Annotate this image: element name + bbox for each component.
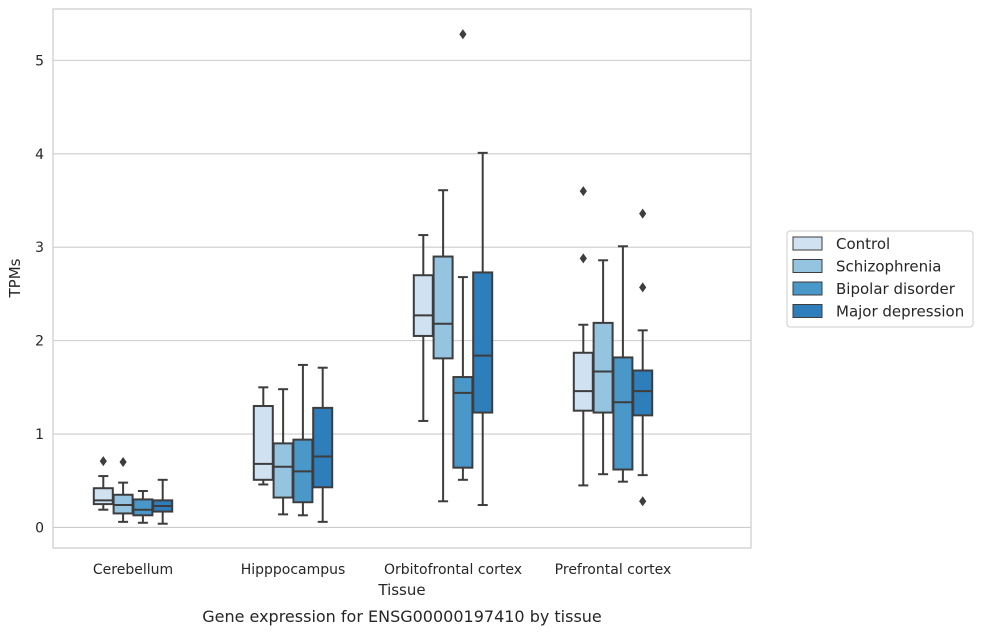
box	[572, 351, 594, 412]
box-group	[452, 29, 474, 481]
series-control	[92, 186, 594, 511]
outlier-point	[119, 457, 127, 468]
outlier-point	[99, 456, 107, 467]
legend-label: Schizophrenia	[836, 258, 941, 276]
x-axis-label: Tissue	[377, 581, 425, 599]
box	[592, 321, 614, 414]
y-axis-label: TPMs	[6, 258, 24, 298]
legend-swatch	[792, 259, 823, 273]
legend: Control Schizophrenia Bipolar disorder Majo…	[786, 230, 974, 328]
x-tick-label: Prefrontal cortex	[555, 562, 672, 578]
box-group	[632, 208, 654, 507]
y-tick-label: 2	[35, 334, 44, 350]
box	[312, 406, 334, 489]
box-group	[592, 259, 614, 476]
x-tick-label: Orbitofrontal cortex	[384, 562, 522, 578]
box-group	[432, 189, 454, 503]
legend-swatch	[792, 304, 823, 318]
box	[132, 498, 154, 517]
legend-label: Major depression	[836, 303, 964, 321]
x-tick-label: Hipppocampus	[241, 562, 346, 578]
box-group	[572, 186, 594, 487]
y-tick-label: 0	[35, 520, 44, 536]
outlier-point	[459, 29, 467, 40]
legend-swatch	[792, 281, 823, 296]
outlier-point	[639, 496, 647, 507]
legend-frame	[786, 230, 974, 328]
box-series	[92, 29, 654, 525]
y-tick-label: 3	[35, 240, 44, 256]
box	[272, 442, 294, 499]
plot-area-frame	[52, 8, 752, 549]
legend-swatch	[792, 236, 823, 251]
box	[452, 376, 474, 469]
gridlines	[53, 59, 751, 528]
outlier-point	[639, 208, 647, 219]
x-tick-label: Cerebellum	[93, 562, 173, 578]
box	[472, 271, 494, 414]
legend-label: Bipolar disorder	[836, 280, 956, 298]
box-group	[152, 478, 174, 525]
box-group	[312, 366, 334, 523]
box	[252, 405, 274, 481]
outlier-point	[579, 186, 587, 197]
series-major-depression	[152, 151, 654, 525]
y-tick-labels: 0 1 2 3 4 5	[35, 53, 44, 536]
box	[612, 356, 634, 471]
box-group	[472, 151, 494, 507]
box	[632, 369, 654, 417]
chart-caption: Gene expression for ENSG00000197410 by t…	[202, 607, 602, 626]
box	[432, 255, 454, 360]
outlier-point	[639, 282, 647, 293]
box	[92, 487, 114, 506]
y-tick-label: 1	[35, 427, 44, 443]
legend-label: Control	[836, 235, 890, 253]
series-bipolar-disorder	[132, 29, 634, 524]
box	[412, 274, 434, 337]
outlier-point	[579, 253, 587, 264]
box-group	[92, 456, 114, 511]
y-tick-label: 5	[35, 53, 44, 69]
x-tick-labels: Cerebellum Hipppocampus Orbitofrontal cort…	[93, 562, 671, 578]
box-group	[132, 490, 154, 524]
y-tick-label: 4	[35, 147, 44, 163]
